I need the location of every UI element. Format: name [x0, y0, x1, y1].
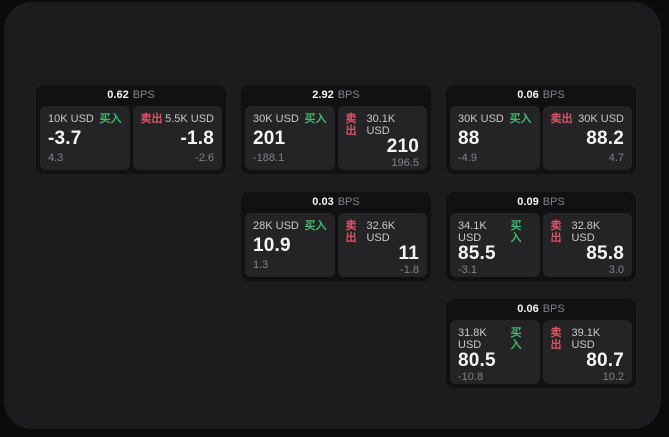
buy-side-label: 买入 [304, 220, 327, 232]
sell-amount: 39.1K USD [571, 327, 601, 351]
buy-panel[interactable]: 30K USD 买入 88 -4.9 [450, 106, 540, 170]
sell-side-label: 卖出 [345, 113, 357, 137]
sell-price: 210 [386, 136, 419, 157]
bps-header: 0.62 BPS [36, 85, 226, 106]
quote-card-2: 2.92 BPS 30K USD 买入 201 -188.1 卖出 30.1K … [241, 85, 431, 174]
bps-unit: BPS [337, 89, 360, 101]
bps-header: 2.92 BPS [241, 85, 431, 106]
bps-unit: BPS [132, 89, 155, 101]
sell-price: 80.7 [586, 350, 624, 371]
buy-price: 85.5 [458, 243, 496, 264]
buy-price: 201 [253, 127, 286, 149]
buy-delta: -3.1 [458, 264, 477, 276]
sell-panel[interactable]: 卖出 39.1K USD 80.7 10.2 [542, 320, 632, 384]
sell-delta: -1.8 [400, 264, 419, 276]
sell-amount: 32.8K USD [571, 220, 601, 244]
buy-delta: 1.3 [253, 259, 269, 271]
buy-amount: 28K USD [253, 220, 299, 232]
sell-price: 11 [398, 243, 419, 264]
buy-panel[interactable]: 28K USD 买入 10.9 1.3 [245, 213, 335, 277]
bps-value: 0.06 [517, 89, 539, 101]
buy-amount: 34.1K USD [458, 220, 487, 244]
buy-price: -3.7 [48, 127, 82, 149]
buy-price: 10.9 [253, 234, 291, 256]
buy-side-label: 买入 [509, 113, 532, 125]
buy-delta: 4.3 [48, 152, 64, 164]
sell-price: -1.8 [180, 127, 214, 149]
bps-unit: BPS [542, 89, 565, 101]
buy-panel[interactable]: 30K USD 买入 201 -188.1 [245, 106, 335, 170]
buy-panel[interactable]: 10K USD 买入 -3.7 4.3 [40, 106, 130, 170]
buy-panel[interactable]: 31.8K USD 买入 80.5 -10.8 [450, 320, 540, 384]
buy-side-label: 买入 [510, 220, 522, 244]
bps-header: 0.06 BPS [446, 85, 636, 106]
sell-side-label: 卖出 [140, 113, 163, 125]
sell-panel[interactable]: 卖出 30.1K USD 210 196.5 [337, 106, 427, 170]
buy-price: 88 [458, 127, 480, 149]
sell-delta: 4.7 [608, 152, 624, 164]
sell-panel[interactable]: 卖出 32.8K USD 85.8 3.0 [542, 213, 632, 277]
sell-amount: 5.5K USD [165, 113, 214, 125]
sell-side-label: 卖出 [550, 327, 562, 351]
bps-value: 0.03 [312, 196, 334, 208]
bps-header: 0.03 BPS [241, 192, 431, 213]
sell-side-label: 卖出 [550, 220, 562, 244]
sell-side-label: 卖出 [345, 220, 357, 244]
buy-side-label: 买入 [510, 327, 522, 351]
bps-unit: BPS [337, 196, 360, 208]
sell-side-label: 卖出 [550, 113, 573, 125]
sell-price: 85.8 [586, 243, 624, 264]
buy-side-label: 买入 [304, 113, 327, 125]
sell-amount: 30.1K USD [366, 113, 396, 137]
buy-amount: 10K USD [48, 113, 94, 125]
quote-card-1: 0.62 BPS 10K USD 买入 -3.7 4.3 卖出 5.5K USD [36, 85, 226, 174]
sell-panel[interactable]: 卖出 5.5K USD -1.8 -2.6 [132, 106, 222, 170]
quote-card-3: 0.06 BPS 30K USD 买入 88 -4.9 卖出 30K USD [446, 85, 636, 174]
sell-amount: 32.6K USD [366, 220, 396, 244]
sell-panel[interactable]: 卖出 32.6K USD 11 -1.8 [337, 213, 427, 277]
bps-value: 2.92 [312, 89, 334, 101]
buy-delta: -4.9 [458, 152, 477, 164]
quote-card-6: 0.06 BPS 31.8K USD 买入 80.5 -10.8 卖出 39.1… [446, 299, 636, 388]
bps-unit: BPS [542, 303, 565, 315]
buy-delta: -188.1 [253, 152, 285, 164]
quote-card-4: 0.03 BPS 28K USD 买入 10.9 1.3 卖出 32.6K US… [241, 192, 431, 281]
sell-price: 88.2 [586, 127, 624, 149]
quote-card-5: 0.09 BPS 34.1K USD 买入 85.5 -3.1 卖出 32.8K… [446, 192, 636, 281]
sell-amount: 30K USD [578, 113, 624, 125]
bps-value: 0.06 [517, 303, 539, 315]
buy-delta: -10.8 [458, 371, 484, 383]
sell-panel[interactable]: 卖出 30K USD 88.2 4.7 [542, 106, 632, 170]
bps-header: 0.06 BPS [446, 299, 636, 320]
sell-delta: 10.2 [602, 371, 624, 383]
sell-delta: -2.6 [195, 152, 214, 164]
main-panel: 0.62 BPS 10K USD 买入 -3.7 4.3 卖出 5.5K USD [4, 2, 661, 429]
buy-amount: 30K USD [458, 113, 504, 125]
buy-amount: 31.8K USD [458, 327, 487, 351]
bps-header: 0.09 BPS [446, 192, 636, 213]
sell-delta: 3.0 [608, 264, 624, 276]
buy-amount: 30K USD [253, 113, 299, 125]
bps-unit: BPS [542, 196, 565, 208]
buy-panel[interactable]: 34.1K USD 买入 85.5 -3.1 [450, 213, 540, 277]
bps-value: 0.09 [517, 196, 539, 208]
buy-side-label: 买入 [99, 113, 122, 125]
bps-value: 0.62 [107, 89, 129, 101]
buy-price: 80.5 [458, 350, 496, 371]
sell-delta: 196.5 [391, 157, 419, 169]
